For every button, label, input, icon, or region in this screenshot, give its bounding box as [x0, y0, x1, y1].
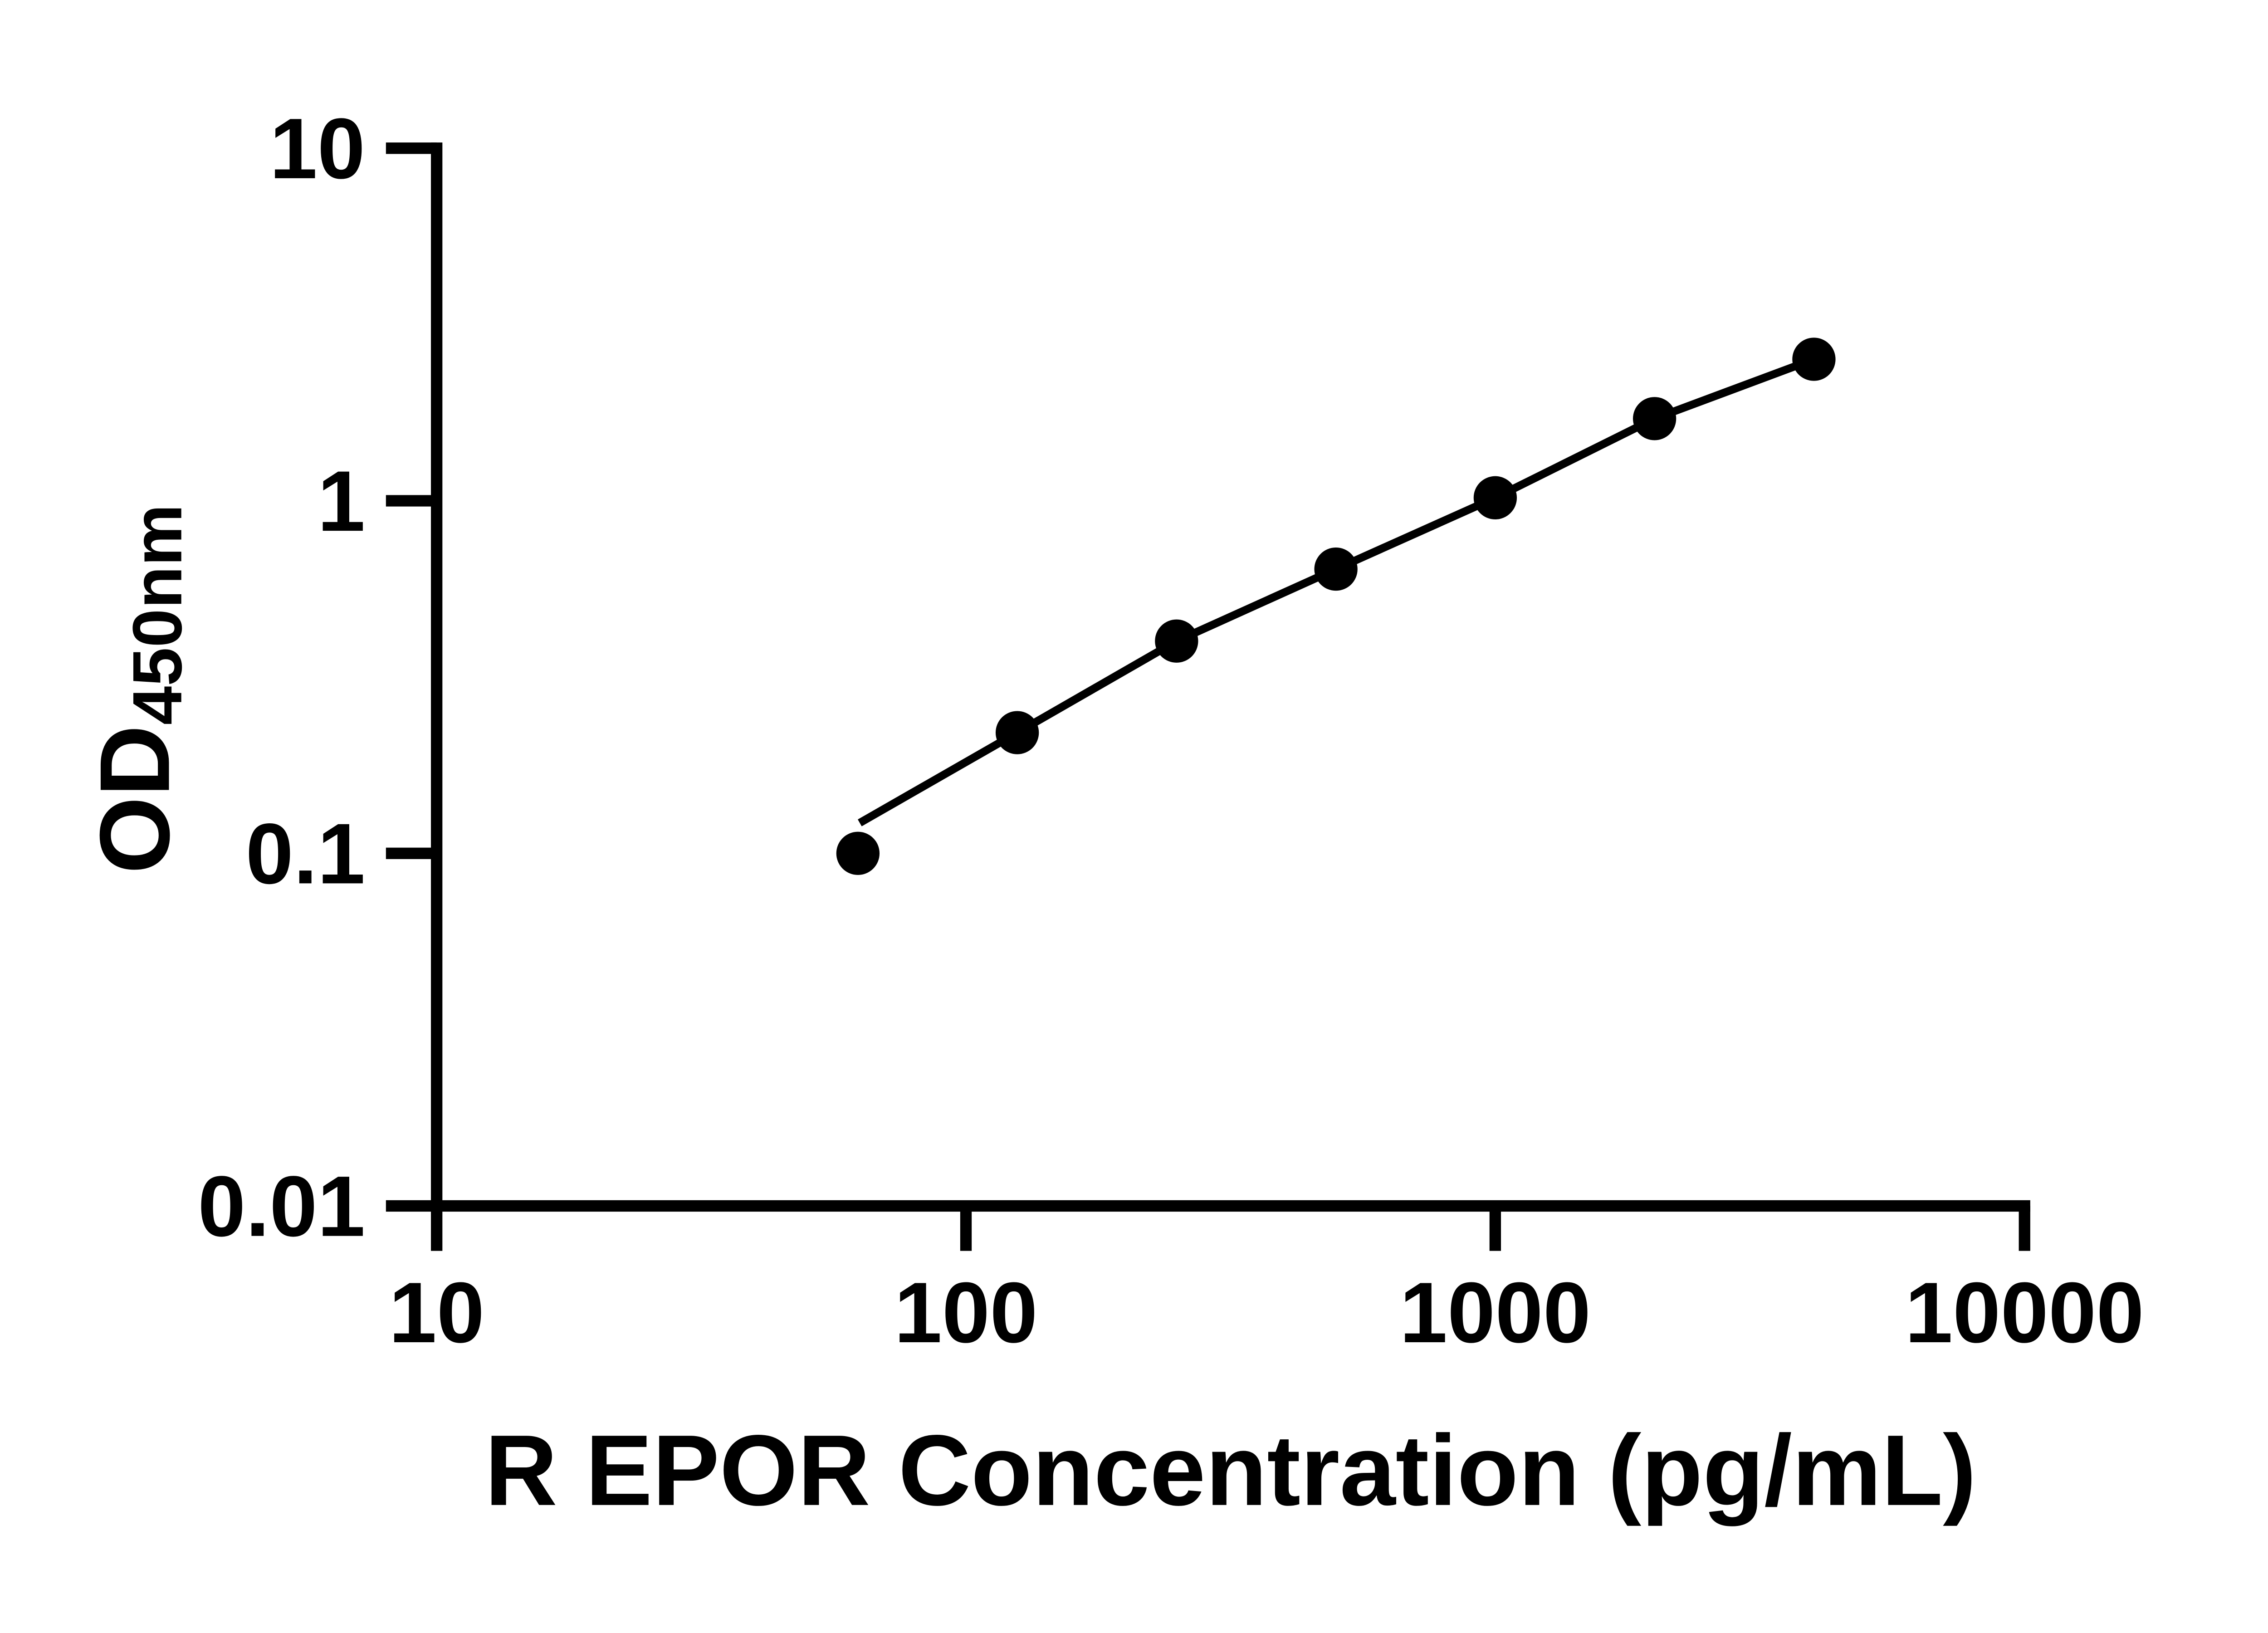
y-tick-label: 0.01: [198, 1159, 365, 1255]
y-axis-title-main: OD: [79, 725, 190, 874]
data-point-marker: [1473, 476, 1517, 519]
data-point-marker: [1314, 548, 1358, 591]
x-tick-label: 100: [894, 1265, 1037, 1361]
tick-marks: [386, 142, 2030, 1251]
data-point-marker: [1633, 397, 1677, 440]
y-tick-label: 10: [269, 101, 365, 197]
data-point-marker: [1792, 337, 1836, 381]
x-axis-title: R EPOR Concentration (pg/mL): [485, 1414, 1976, 1526]
data-point-marker: [1155, 619, 1198, 663]
data-point-marker: [836, 831, 880, 875]
x-tick-label: 10000: [1905, 1265, 2144, 1361]
x-tick-label: 10: [389, 1265, 484, 1361]
x-tick-label: 1000: [1399, 1265, 1591, 1361]
y-axis-title-subscript: 450nm: [118, 504, 196, 725]
y-tick-label: 1: [318, 453, 365, 549]
y-tick-label: 0.1: [246, 806, 366, 902]
axes: [431, 142, 2030, 1212]
plot-area: [836, 337, 1836, 875]
y-axis-title: OD450nm: [79, 504, 196, 874]
standard-curve-figure: 10 1 0.1 0.01 10 100 1000 10000 R EPOR Concentr…: [79, 100, 2144, 1526]
data-point-marker: [995, 711, 1039, 754]
